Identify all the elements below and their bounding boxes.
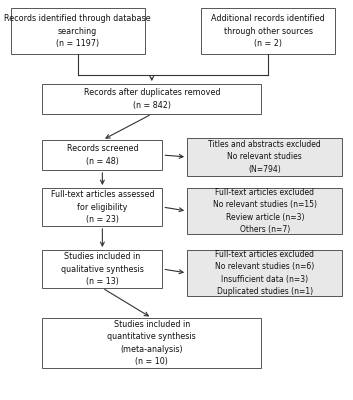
FancyBboxPatch shape	[42, 188, 162, 226]
FancyBboxPatch shape	[42, 318, 261, 368]
FancyBboxPatch shape	[42, 250, 162, 288]
FancyBboxPatch shape	[42, 140, 162, 170]
Text: Additional records identified
through other sources
(n = 2): Additional records identified through ot…	[211, 14, 325, 48]
Text: Records screened
(n = 48): Records screened (n = 48)	[67, 144, 138, 166]
FancyBboxPatch shape	[187, 188, 342, 234]
Text: Studies included in
qualitative synthesis
(n = 13): Studies included in qualitative synthesi…	[61, 252, 144, 286]
FancyBboxPatch shape	[187, 250, 342, 296]
Text: Full-text articles assessed
for eligibility
(n = 23): Full-text articles assessed for eligibil…	[50, 190, 154, 224]
Text: Records identified through database
searching
(n = 1197): Records identified through database sear…	[4, 14, 151, 48]
Text: Full-text articles excluded
No relevant studies (n=15)
Review article (n=3)
Othe: Full-text articles excluded No relevant …	[213, 188, 317, 234]
FancyBboxPatch shape	[42, 84, 261, 114]
Text: Records after duplicates removed
(n = 842): Records after duplicates removed (n = 84…	[84, 88, 220, 110]
FancyBboxPatch shape	[187, 138, 342, 176]
Text: Full-text articles excluded
No relevant studies (n=6)
Insufficient data (n=3)
Du: Full-text articles excluded No relevant …	[215, 250, 315, 296]
FancyBboxPatch shape	[201, 8, 335, 54]
Text: Studies included in
quantitative synthesis
(meta-analysis)
(n = 10): Studies included in quantitative synthes…	[107, 320, 196, 366]
Text: Titles and abstracts excluded
No relevant studies
(N=794): Titles and abstracts excluded No relevan…	[208, 140, 321, 174]
FancyBboxPatch shape	[11, 8, 145, 54]
